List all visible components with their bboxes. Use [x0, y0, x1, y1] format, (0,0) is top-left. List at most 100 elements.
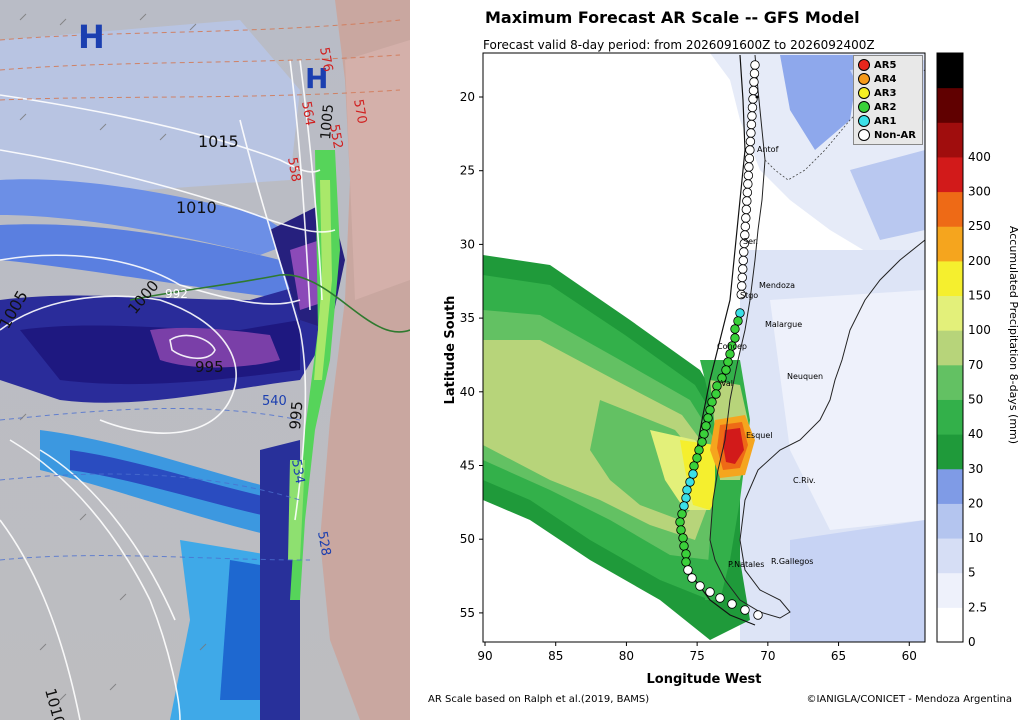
ar-marker [676, 525, 686, 535]
y-tick-label: 30 [460, 237, 475, 251]
synoptic-map: H H 1015 1010 1005 1000 995 995 1010 100… [0, 0, 411, 724]
colorbar-segment [937, 572, 963, 608]
isobar-label: 995 [286, 400, 306, 430]
isobar-label: 1015 [198, 132, 239, 151]
legend-item: AR5 [858, 58, 918, 72]
colorbar-segment [937, 295, 963, 331]
x-axis: 90 85 80 75 70 65 60 [477, 642, 917, 663]
city-label: Val [721, 379, 733, 388]
ar-marker [675, 517, 685, 527]
x-axis-label: Longitude West [647, 672, 762, 687]
ar-marker [707, 397, 717, 407]
x-tick-label: 75 [689, 649, 704, 663]
ar-marker [743, 170, 754, 181]
colorbar-tick-label: 2.5 [968, 600, 987, 614]
ar-marker [699, 429, 709, 439]
isobar-label: 992 [165, 287, 188, 301]
ar-legend: AR5 AR4 AR3 AR2 AR1 Non-AR [853, 55, 923, 145]
ar-marker [694, 445, 704, 455]
height-contour-label: 558 [284, 156, 303, 183]
footer-copyright: ©IANIGLA/CONICET - Mendoza Argentina [806, 694, 1012, 705]
ar-marker [688, 469, 698, 479]
colorbar-segment [937, 468, 963, 504]
ar-marker [740, 221, 751, 232]
ar-marker [745, 136, 756, 147]
ar-marker [712, 381, 722, 391]
y-tick-label: 40 [460, 385, 475, 399]
map-subtitle: Forecast valid 8-day period: from 202609… [483, 38, 875, 52]
x-tick-label: 85 [548, 649, 563, 663]
ar-marker [683, 565, 693, 575]
colorbar-tick-label: 400 [968, 150, 991, 164]
y-axis: 20 25 30 35 40 45 50 55 [460, 90, 483, 620]
ar-marker [744, 162, 754, 172]
ar-marker [677, 509, 687, 519]
legend-marker-icon [858, 87, 870, 99]
colorbar-ticks: 0 2.5 5 10 20 30 40 50 70 100 150 200 250 300 400 [968, 150, 991, 649]
city-label: Antof [757, 145, 779, 154]
height-contour-label: 576 [316, 46, 335, 73]
ar-marker [733, 316, 743, 326]
ar-marker [681, 557, 691, 567]
isobar-label: 1010 [176, 198, 217, 217]
ar-marker [738, 264, 748, 274]
ar-marker [747, 111, 757, 121]
ar-marker [739, 247, 749, 257]
colorbar-segment [937, 434, 963, 470]
ar-marker [703, 413, 713, 423]
ar-marker [742, 196, 752, 206]
city-label: R.Gallegos [771, 557, 813, 566]
colorbar-tick-label: 50 [968, 392, 983, 406]
colorbar-label: Accumulated Precipitation 8-days (mm) [1007, 226, 1020, 444]
legend-item: AR4 [858, 72, 918, 86]
colorbar-tick-label: 30 [968, 462, 983, 476]
x-tick-label: 90 [477, 649, 492, 663]
ar-marker [711, 389, 721, 399]
city-label: Mendoza [759, 281, 795, 290]
colorbar-segment [937, 607, 963, 643]
ar-marker [679, 541, 689, 551]
legend-label: AR4 [874, 73, 897, 85]
colorbar-tick-label: 0 [968, 635, 976, 649]
legend-label: AR5 [874, 59, 897, 71]
y-tick-label: 45 [460, 459, 475, 473]
ar-marker [740, 605, 750, 615]
isobar-label: 1005 [318, 103, 337, 140]
ar-marker [715, 593, 725, 603]
ar-marker [723, 357, 733, 367]
colorbar-tick-label: 250 [968, 219, 991, 233]
colorbar-segment [937, 503, 963, 539]
colorbar [936, 52, 964, 643]
ar-marker-chain [675, 60, 763, 620]
ar-marker [705, 405, 715, 415]
colorbar-segment [937, 53, 963, 89]
colorbar-segment [937, 191, 963, 227]
ar-marker [738, 255, 748, 266]
ar-marker [746, 128, 756, 138]
x-tick-label: 80 [619, 649, 634, 663]
ar-marker [695, 581, 705, 591]
colorbar-segment [937, 260, 963, 297]
x-tick-label: 60 [902, 649, 917, 663]
colorbar-segment [937, 399, 963, 435]
ar-marker [744, 153, 755, 164]
city-label: Esquel [746, 431, 773, 440]
ar-marker [721, 365, 731, 375]
ar-marker [750, 60, 760, 70]
ar-marker [701, 421, 711, 431]
ar-marker [741, 204, 752, 215]
city-label: Ser. [743, 237, 758, 246]
ar-marker [682, 485, 692, 495]
ar-marker [743, 179, 753, 189]
y-axis-label: Latitude South [443, 296, 458, 405]
city-label: Neuquen [787, 372, 823, 381]
colorbar-segment [937, 330, 963, 366]
ar-marker [745, 145, 755, 155]
ar-marker [748, 85, 759, 96]
ar-marker [678, 533, 688, 543]
ar-scale-panel: Maximum Forecast AR Scale -- GFS Model F… [410, 0, 1024, 720]
height-contour-label: 552 [326, 123, 345, 150]
y-tick-label: 35 [460, 311, 475, 325]
synoptic-map-panel: H H 1015 1010 1005 1000 995 995 1010 100… [0, 0, 411, 724]
y-tick-label: 50 [460, 532, 475, 546]
